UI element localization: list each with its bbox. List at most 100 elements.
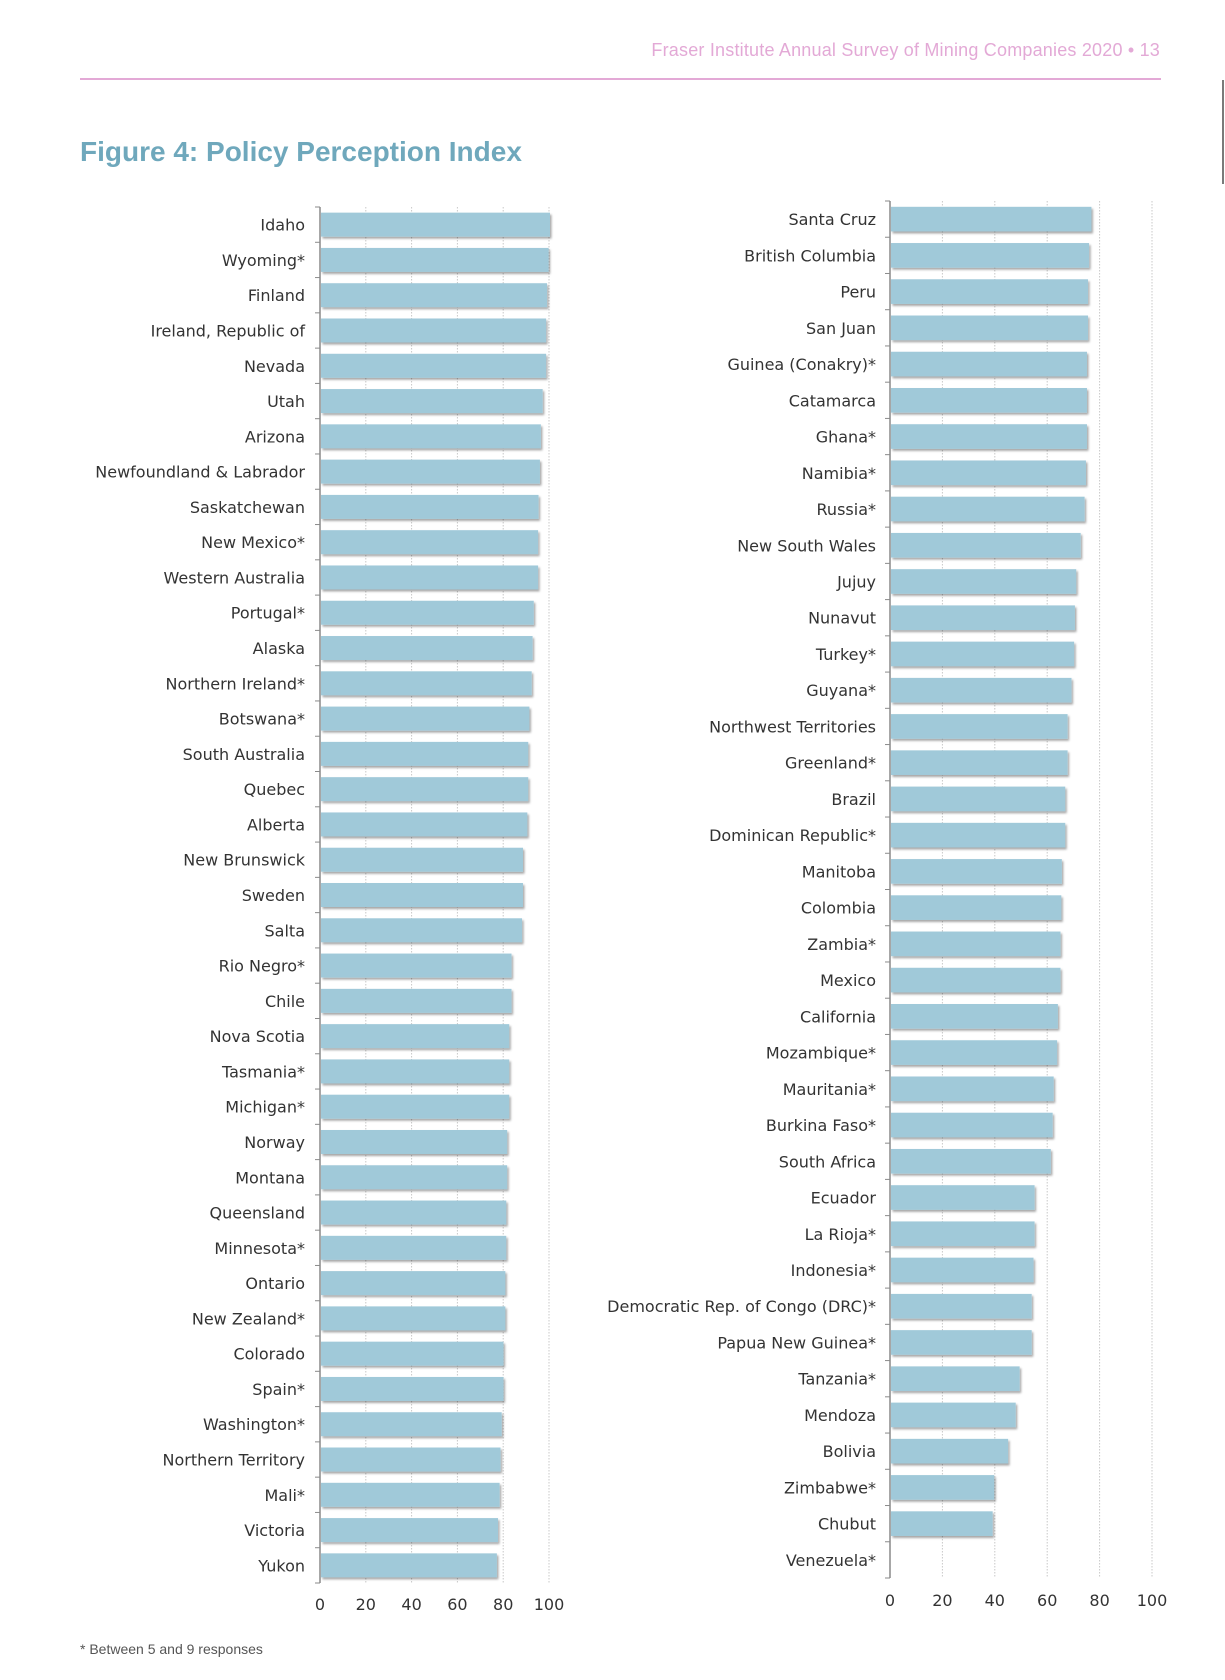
category-label: Michigan*	[225, 1098, 305, 1117]
category-label: Ecuador	[811, 1189, 877, 1208]
category-label: Greenland*	[785, 754, 876, 773]
x-tick-label: 60	[447, 1595, 467, 1614]
category-label: Alaska	[253, 639, 305, 658]
category-label: Northern Territory	[163, 1451, 305, 1470]
x-tick-label: 40	[985, 1591, 1005, 1610]
bar	[891, 1438, 1009, 1464]
bar	[321, 1412, 502, 1437]
category-label: Northern Ireland*	[166, 674, 305, 693]
bar	[891, 967, 1061, 993]
bar	[321, 1094, 510, 1119]
bar	[891, 641, 1075, 667]
bar	[321, 1482, 500, 1507]
category-label: Namibia*	[802, 464, 876, 483]
category-label: Chile	[265, 992, 305, 1011]
bar	[891, 569, 1077, 594]
bar	[321, 636, 533, 661]
bar	[891, 750, 1068, 775]
category-label: Democratic Rep. of Congo (DRC)*	[607, 1297, 876, 1316]
category-label: Rio Negro*	[219, 957, 305, 976]
bar	[321, 706, 530, 731]
category-label: Turkey*	[815, 645, 876, 664]
bar	[321, 424, 541, 449]
bar	[891, 1112, 1053, 1138]
bar	[321, 777, 529, 802]
category-label: Finland	[248, 286, 305, 305]
bar	[891, 1366, 1020, 1392]
category-label: Guyana*	[806, 681, 876, 700]
bar	[321, 918, 523, 943]
category-label: Tanzania*	[797, 1370, 876, 1389]
category-label: Saskatchewan	[190, 498, 305, 517]
x-tick-label: 0	[315, 1595, 325, 1614]
x-tick-label: 40	[401, 1595, 421, 1614]
category-label: Mendoza	[804, 1406, 876, 1425]
bar	[891, 1185, 1035, 1210]
bar	[891, 460, 1086, 486]
bar	[321, 1376, 504, 1401]
bar	[891, 1004, 1058, 1029]
category-label: Bolivia	[823, 1442, 876, 1461]
category-label: Minnesota*	[214, 1239, 305, 1258]
bar	[891, 496, 1085, 522]
bar	[891, 1221, 1035, 1247]
bar	[891, 1475, 995, 1500]
bar	[321, 988, 512, 1013]
bar	[321, 847, 523, 872]
category-label: Peru	[840, 283, 876, 302]
x-tick-label: 100	[534, 1595, 565, 1614]
bar	[891, 1293, 1032, 1319]
category-label: Indonesia*	[791, 1261, 876, 1280]
category-label: La Rioja*	[805, 1225, 876, 1244]
category-label: Brazil	[831, 790, 876, 809]
category-label: Santa Cruz	[788, 210, 876, 229]
bar	[891, 351, 1087, 377]
chart-panel-2: Santa Cruz British Columbia Peru San Juan Gu…	[607, 200, 1167, 1610]
bar	[321, 1518, 499, 1543]
category-label: Papua New Guinea*	[717, 1333, 876, 1352]
bar	[891, 822, 1066, 848]
category-label: British Columbia	[744, 246, 876, 265]
bar	[321, 1059, 510, 1084]
bar	[891, 1330, 1032, 1355]
bar	[321, 565, 539, 590]
category-label: Northwest Territories	[709, 717, 876, 736]
bar	[891, 931, 1061, 957]
bar	[891, 714, 1068, 739]
category-label: Colorado	[233, 1345, 305, 1364]
category-label: South Africa	[779, 1152, 876, 1171]
bar	[891, 1076, 1054, 1102]
category-label: Mozambique*	[766, 1044, 876, 1063]
category-label: Nova Scotia	[210, 1027, 305, 1046]
bar	[891, 786, 1066, 812]
category-label: New Brunswick	[183, 851, 305, 870]
category-label: Burkina Faso*	[766, 1116, 876, 1135]
category-label: Portugal*	[231, 604, 305, 623]
category-label: Tasmania*	[221, 1062, 305, 1081]
bar	[321, 494, 539, 519]
category-label: Utah	[267, 392, 305, 411]
bar	[891, 1257, 1034, 1283]
bar	[321, 883, 523, 907]
category-label: Dominican Republic*	[709, 826, 876, 845]
x-tick-label: 80	[493, 1595, 513, 1614]
bar	[891, 605, 1075, 631]
category-label: Victoria	[244, 1521, 305, 1540]
bar	[321, 247, 549, 272]
category-label: Mali*	[265, 1486, 306, 1505]
bar	[891, 424, 1087, 449]
page-edge-mark	[1222, 80, 1224, 184]
category-label: Wyoming*	[222, 251, 305, 270]
x-tick-label: 20	[932, 1591, 952, 1610]
bar	[321, 1341, 504, 1366]
bar	[321, 1306, 506, 1331]
bar	[321, 1165, 508, 1190]
category-label: Newfoundland & Labrador	[95, 463, 305, 482]
category-label: Yukon	[257, 1556, 305, 1575]
figure-title: Figure 4: Policy Perception Index	[80, 136, 522, 167]
bar	[321, 530, 539, 555]
category-label: Western Australia	[164, 568, 305, 587]
category-label: Catamarca	[789, 391, 876, 410]
category-label: Sweden	[242, 886, 305, 905]
bar	[321, 1553, 497, 1578]
